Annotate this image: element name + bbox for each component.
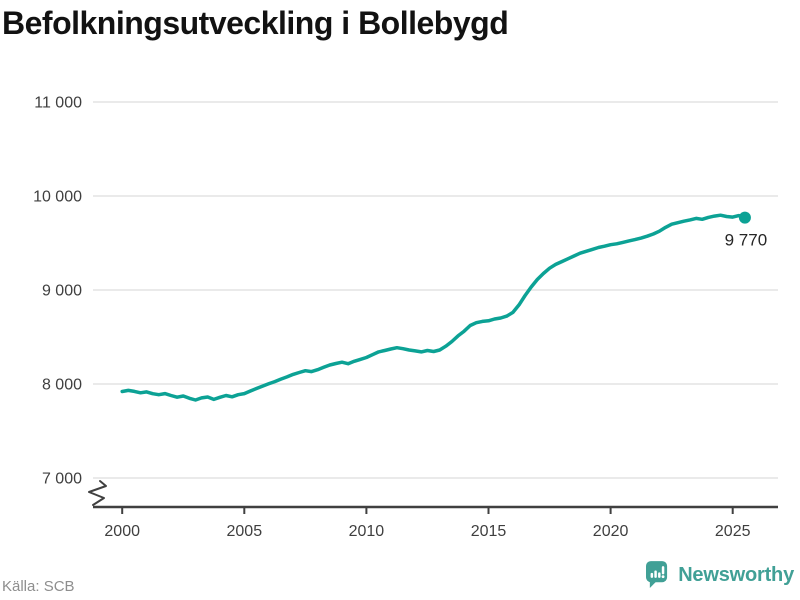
y-tick-label: 11 000 bbox=[34, 95, 82, 112]
population-line bbox=[120, 213, 747, 402]
x-tick-label: 2025 bbox=[715, 523, 751, 540]
x-tick-label: 2005 bbox=[227, 523, 263, 540]
y-tick-label: 10 000 bbox=[33, 189, 82, 206]
y-tick-label: 8 000 bbox=[42, 377, 82, 394]
last-value-label: 9 770 bbox=[725, 231, 768, 250]
last-value-dot bbox=[738, 211, 751, 224]
x-tick-label: 2015 bbox=[471, 523, 507, 540]
chart-title: Befolkningsutveckling i Bollebygd bbox=[2, 5, 509, 41]
x-tick-label: 2010 bbox=[349, 523, 385, 540]
newsworthy-wordmark: Newsworthy bbox=[678, 563, 794, 586]
axis-break-icon bbox=[88, 480, 107, 506]
newsworthy-logo: Newsworthy bbox=[646, 561, 794, 589]
newsworthy-icon bbox=[646, 561, 668, 588]
x-tick-label: 2000 bbox=[104, 523, 140, 540]
source-label: Källa: SCB bbox=[2, 578, 75, 595]
y-tick-label: 9 000 bbox=[42, 283, 82, 300]
y-tick-label: 7 000 bbox=[42, 471, 82, 488]
x-tick-label: 2020 bbox=[593, 523, 629, 540]
